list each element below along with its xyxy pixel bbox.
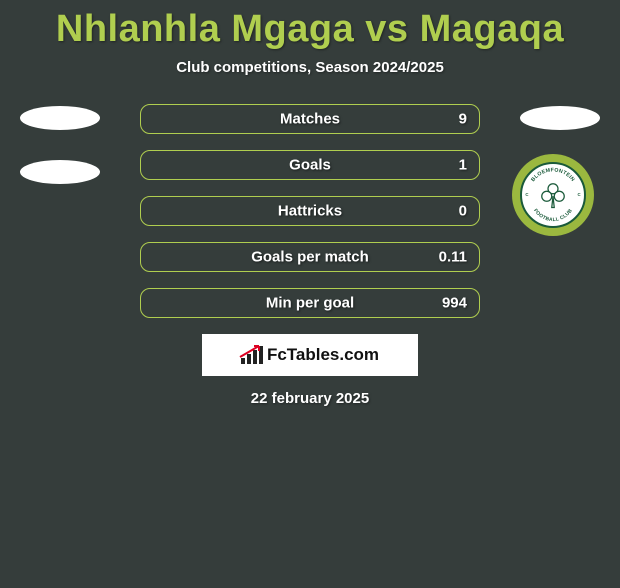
stat-value: 0 bbox=[459, 203, 467, 220]
svg-text:BLOEMFONTEIN: BLOEMFONTEIN bbox=[530, 167, 575, 183]
club-badge-inner: BLOEMFONTEIN FOOTBALL CLUB C C bbox=[520, 162, 586, 228]
stat-row: Goals per match 0.11 bbox=[140, 242, 480, 272]
fctables-logo: FcTables.com bbox=[202, 334, 418, 376]
stat-value: 0.11 bbox=[439, 249, 467, 266]
stat-label: Hattricks bbox=[278, 203, 342, 220]
stat-value: 1 bbox=[459, 157, 467, 174]
stat-row: Matches 9 bbox=[140, 104, 480, 134]
player1-placeholder-1 bbox=[20, 106, 100, 130]
stat-row: Goals 1 bbox=[140, 150, 480, 180]
page-title: Nhlanhla Mgaga vs Magaqa bbox=[0, 8, 620, 51]
player1-placeholder-2 bbox=[20, 160, 100, 184]
date-label: 22 february 2025 bbox=[0, 390, 620, 407]
logo-text: FcTables.com bbox=[267, 345, 379, 365]
stat-row: Min per goal 994 bbox=[140, 288, 480, 318]
stat-row: Hattricks 0 bbox=[140, 196, 480, 226]
bar-chart-icon bbox=[241, 346, 263, 364]
badge-bottom-text: FOOTBALL CLUB bbox=[532, 208, 574, 223]
stat-value: 994 bbox=[442, 295, 467, 312]
stat-label: Goals bbox=[289, 157, 331, 174]
stat-label: Min per goal bbox=[266, 295, 354, 312]
player2-placeholder bbox=[520, 106, 600, 130]
stat-value: 9 bbox=[459, 111, 467, 128]
stat-label: Goals per match bbox=[251, 249, 369, 266]
badge-side-text-r: C bbox=[577, 192, 580, 197]
club-badge-ring-text: BLOEMFONTEIN FOOTBALL CLUB C C bbox=[522, 164, 584, 226]
badge-side-text-l: C bbox=[525, 192, 528, 197]
stats-area: BLOEMFONTEIN FOOTBALL CLUB C C Matches 9 bbox=[0, 104, 620, 318]
club-badge: BLOEMFONTEIN FOOTBALL CLUB C C bbox=[512, 154, 594, 236]
subtitle: Club competitions, Season 2024/2025 bbox=[0, 59, 620, 76]
stat-label: Matches bbox=[280, 111, 340, 128]
arrow-up-icon bbox=[239, 344, 265, 358]
svg-text:FOOTBALL CLUB: FOOTBALL CLUB bbox=[532, 208, 574, 223]
badge-top-text: BLOEMFONTEIN bbox=[530, 167, 575, 183]
